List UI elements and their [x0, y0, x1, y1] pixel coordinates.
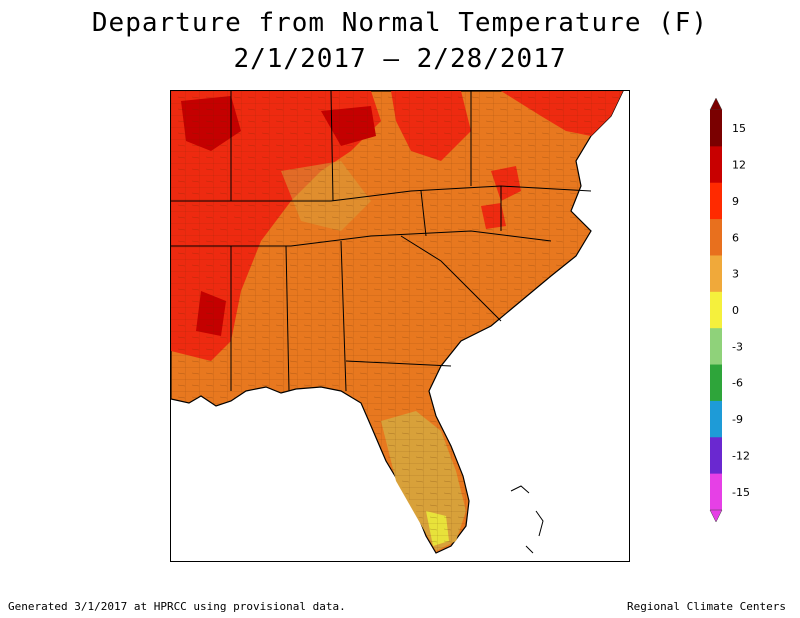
legend-tick-label: 9 [732, 195, 739, 208]
temperature-map [170, 90, 630, 562]
map-title: Departure from Normal Temperature (F) [91, 8, 709, 38]
map-svg [171, 91, 624, 554]
legend-arrow-bottom [709, 509, 723, 523]
legend-tick-label: -15 [732, 486, 750, 499]
footer-credit: Regional Climate Centers [627, 600, 786, 613]
legend-swatch [710, 182, 722, 220]
legend-tick-label: 6 [732, 231, 739, 244]
legend-swatch [710, 146, 722, 184]
legend-swatch [710, 110, 722, 147]
legend-tick-label: 3 [732, 268, 739, 281]
legend-tick-label: -9 [732, 413, 743, 426]
legend-tick-label: -3 [732, 340, 743, 353]
legend-swatch [710, 255, 722, 293]
legend-tick-label: 12 [732, 159, 746, 172]
color-legend: 15 12 9 6 3 0 -3 -6 -9 -12 -15 [709, 97, 750, 523]
state-borders [171, 91, 592, 392]
legend-arrow-top [709, 97, 723, 111]
legend-swatch [710, 364, 722, 402]
footer-generated-note: Generated 3/1/2017 at HPRCC using provis… [8, 600, 346, 613]
legend-swatch [710, 473, 722, 511]
legend-swatch [710, 328, 722, 366]
legend-tick-label: -6 [732, 377, 743, 390]
map-subtitle: 2/1/2017 – 2/28/2017 [233, 44, 567, 74]
legend-swatch [710, 291, 722, 329]
legend-tick-label: 0 [732, 304, 739, 317]
legend-tick-label: -12 [732, 449, 750, 462]
legend-swatch [710, 437, 722, 475]
islands [510, 485, 544, 554]
legend-tick-label: 15 [732, 122, 746, 135]
legend-swatch [710, 219, 722, 256]
legend-swatch [710, 400, 722, 438]
